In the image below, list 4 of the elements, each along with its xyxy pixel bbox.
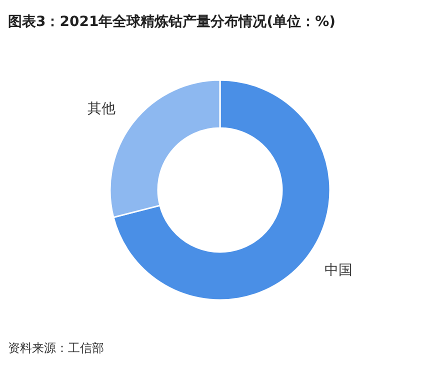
- chart-title: 图表3：2021年全球精炼钴产量分布情况(单位：%): [8, 13, 336, 30]
- text: 资料来源：工信部: [8, 341, 104, 355]
- slice-label: 其他: [88, 100, 116, 117]
- slice-label: 中国: [324, 262, 352, 279]
